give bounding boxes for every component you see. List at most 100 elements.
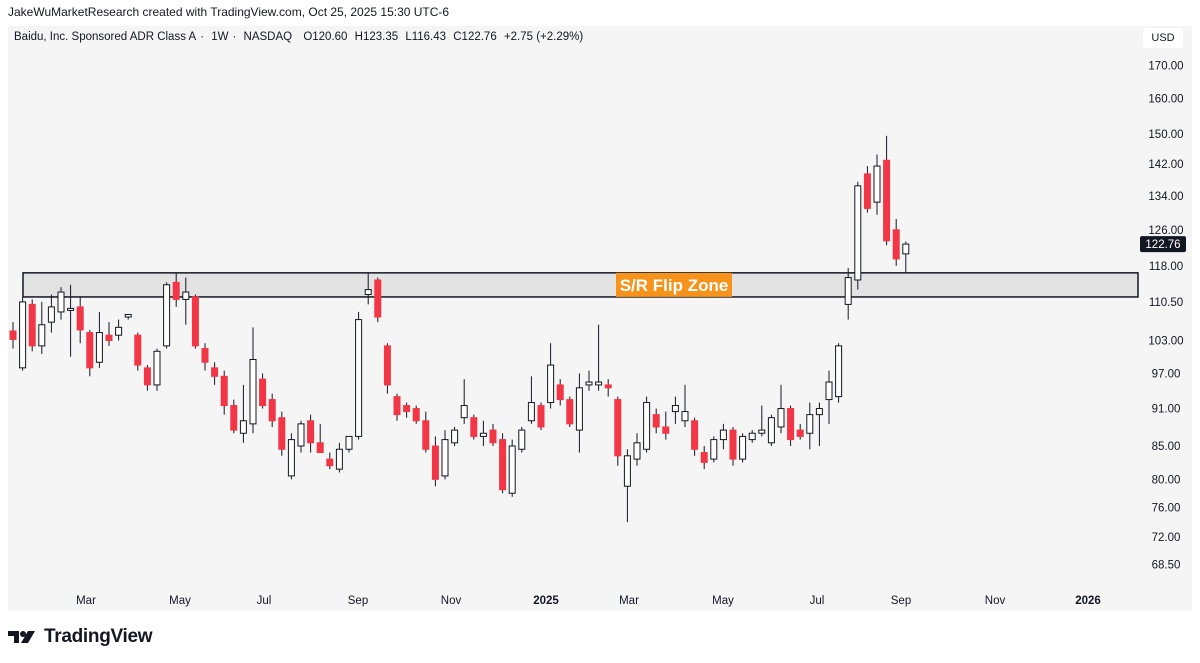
- separator-dot: ·: [232, 31, 237, 43]
- candle-body: [767, 417, 775, 444]
- candle-body: [537, 405, 545, 428]
- candle-body: [383, 345, 391, 386]
- candle-body: [335, 448, 343, 470]
- candle-body: [201, 348, 209, 363]
- candle-body: [623, 455, 631, 487]
- candle-body: [902, 243, 910, 255]
- symbol-legend: Baidu, Inc. Sponsored ADR Class A · 1W · N…: [14, 31, 587, 43]
- candle-body: [287, 439, 295, 477]
- candle-body: [777, 408, 785, 428]
- sr-zone-label-bg: [616, 272, 732, 297]
- candle-body: [115, 326, 123, 336]
- currency-button[interactable]: USD: [1143, 28, 1183, 48]
- candle-body: [681, 411, 689, 422]
- candle-body: [508, 445, 516, 494]
- candle-body: [9, 330, 17, 340]
- y-tick-label: 97.00: [1152, 368, 1181, 380]
- x-tick-label: Mar: [619, 595, 639, 607]
- candle-body: [460, 405, 468, 419]
- candle-body: [19, 301, 27, 369]
- candle-body: [230, 405, 238, 431]
- candle-body: [499, 439, 507, 491]
- x-tick-label: Mar: [76, 595, 96, 607]
- x-tick-label: May: [169, 595, 191, 607]
- tradingview-logo[interactable]: TradingView: [8, 626, 153, 648]
- x-tick-label: 2025: [533, 595, 559, 607]
- x-tick-label: May: [712, 595, 734, 607]
- x-tick-label: Nov: [985, 595, 1006, 607]
- candle-body: [259, 378, 267, 407]
- candle-body: [393, 396, 401, 416]
- candle-body: [844, 277, 852, 305]
- candle-body: [364, 289, 372, 295]
- ohlc-change: +2.75 (+2.29%): [503, 31, 584, 43]
- y-tick-label: 85.00: [1152, 441, 1181, 453]
- candle-body: [815, 408, 823, 416]
- candle-body: [863, 173, 871, 209]
- tradingview-wordmark: TradingView: [44, 626, 153, 647]
- y-tick-label: 142.00: [1148, 159, 1183, 171]
- candle-body: [710, 439, 718, 460]
- candle-body: [355, 319, 363, 437]
- candle-body: [604, 384, 612, 389]
- candle-body: [575, 387, 583, 431]
- candle-body: [614, 399, 622, 457]
- candle-body: [345, 435, 353, 450]
- candle-body: [297, 423, 305, 447]
- candle-body: [892, 229, 900, 260]
- candle-body: [854, 185, 862, 281]
- candle-body: [489, 429, 497, 444]
- candle-body: [105, 334, 113, 342]
- candle-body: [470, 417, 478, 437]
- ohlc-open: O120.60: [303, 31, 348, 43]
- last-price-tag: [1140, 236, 1186, 253]
- candle-body: [307, 420, 315, 444]
- tradingview-logo-icon: [8, 631, 35, 643]
- x-tick-label: Sep: [891, 595, 911, 607]
- candle-body: [662, 426, 670, 434]
- attribution-text: JakeWuMarketResearch created with Tradin…: [8, 5, 450, 19]
- chart-panel[interactable]: [8, 26, 1192, 611]
- candle-body: [595, 381, 603, 386]
- candle-body: [796, 429, 804, 437]
- candle-body: [172, 281, 180, 300]
- y-tick-label: 110.50: [1149, 297, 1183, 309]
- candle-body: [671, 405, 679, 413]
- candle-body: [883, 159, 891, 242]
- candle-body: [518, 429, 526, 450]
- candle-body: [191, 296, 199, 347]
- candle-body: [422, 420, 430, 450]
- candle-body: [374, 279, 382, 318]
- candle-body: [787, 408, 795, 441]
- y-tick-label: 68.50: [1152, 560, 1181, 572]
- candle-body: [67, 307, 75, 311]
- candle-body: [278, 417, 286, 450]
- candle-body: [211, 367, 219, 377]
- symbol-exchange: NASDAQ: [243, 31, 293, 43]
- candle-body: [719, 429, 727, 441]
- candle-body: [412, 408, 420, 422]
- y-tick-label: 118.00: [1149, 261, 1183, 273]
- candle-body: [451, 429, 459, 444]
- x-tick-label: 2026: [1075, 595, 1101, 607]
- candle-body: [633, 442, 641, 460]
- candle-body: [182, 291, 190, 300]
- ohlc-high: H123.35: [354, 31, 399, 43]
- candle-body: [403, 405, 411, 413]
- candle-body: [873, 165, 881, 203]
- candle-body: [239, 420, 247, 434]
- x-tick-label: Sep: [348, 595, 368, 607]
- candle-body: [527, 402, 535, 422]
- candle-body: [86, 332, 94, 369]
- candle-body: [700, 452, 708, 463]
- candle-body: [76, 306, 84, 331]
- sr-zone-label: S/R Flip Zone: [620, 276, 729, 295]
- candle-body: [566, 399, 574, 425]
- candle-body: [153, 350, 161, 386]
- candle-body: [316, 442, 324, 454]
- candle-body: [806, 414, 814, 434]
- symbol-interval: 1W: [211, 31, 229, 43]
- candle-body: [556, 384, 564, 401]
- candle-body: [124, 313, 132, 318]
